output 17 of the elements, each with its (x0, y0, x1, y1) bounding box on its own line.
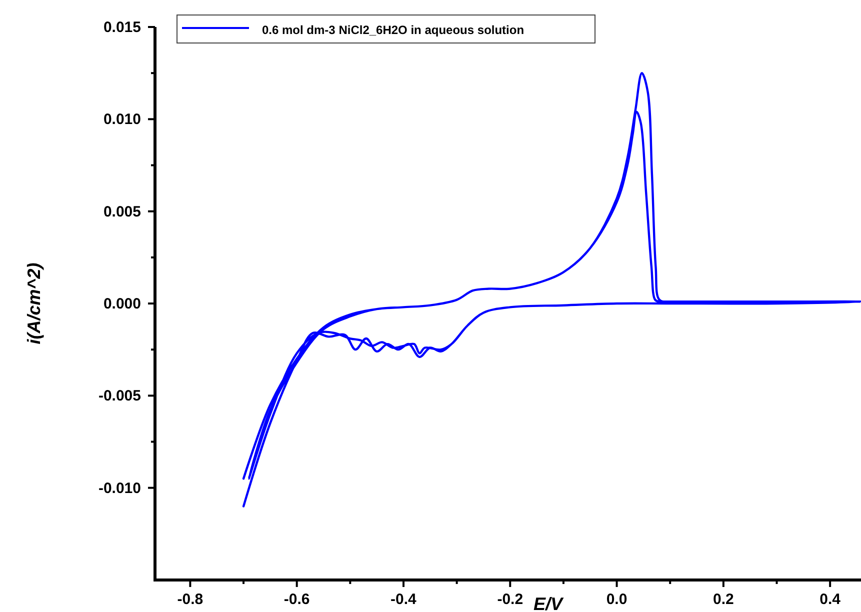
y-tick-label: -0.010 (98, 480, 141, 497)
x-tick-label: 0.0 (606, 591, 628, 608)
text: 0.6 mol dm-3 NiCl2_6H2O in aqueous solution (262, 23, 524, 37)
y-axis-title: i(A/cm^2) (24, 262, 44, 344)
x-tick-label: 0.2 (712, 591, 734, 608)
y-tick-label: 0.000 (103, 296, 141, 312)
line-series (242, 72, 861, 508)
x-tick-label: 0.4 (820, 591, 842, 608)
y-tick-label: 0.010 (103, 111, 141, 128)
y-tick-label: 0.005 (103, 203, 141, 220)
x-tick-label: -0.6 (284, 591, 310, 608)
y-tick-label: 0.015 (103, 19, 141, 36)
x-axis-title: E/V (533, 594, 564, 612)
x-tick-label: -0.8 (177, 591, 204, 608)
x-tick-label: -0.4 (390, 591, 418, 608)
y-tick-label: -0.005 (98, 388, 141, 405)
x-tick-label: -0.2 (497, 591, 524, 608)
